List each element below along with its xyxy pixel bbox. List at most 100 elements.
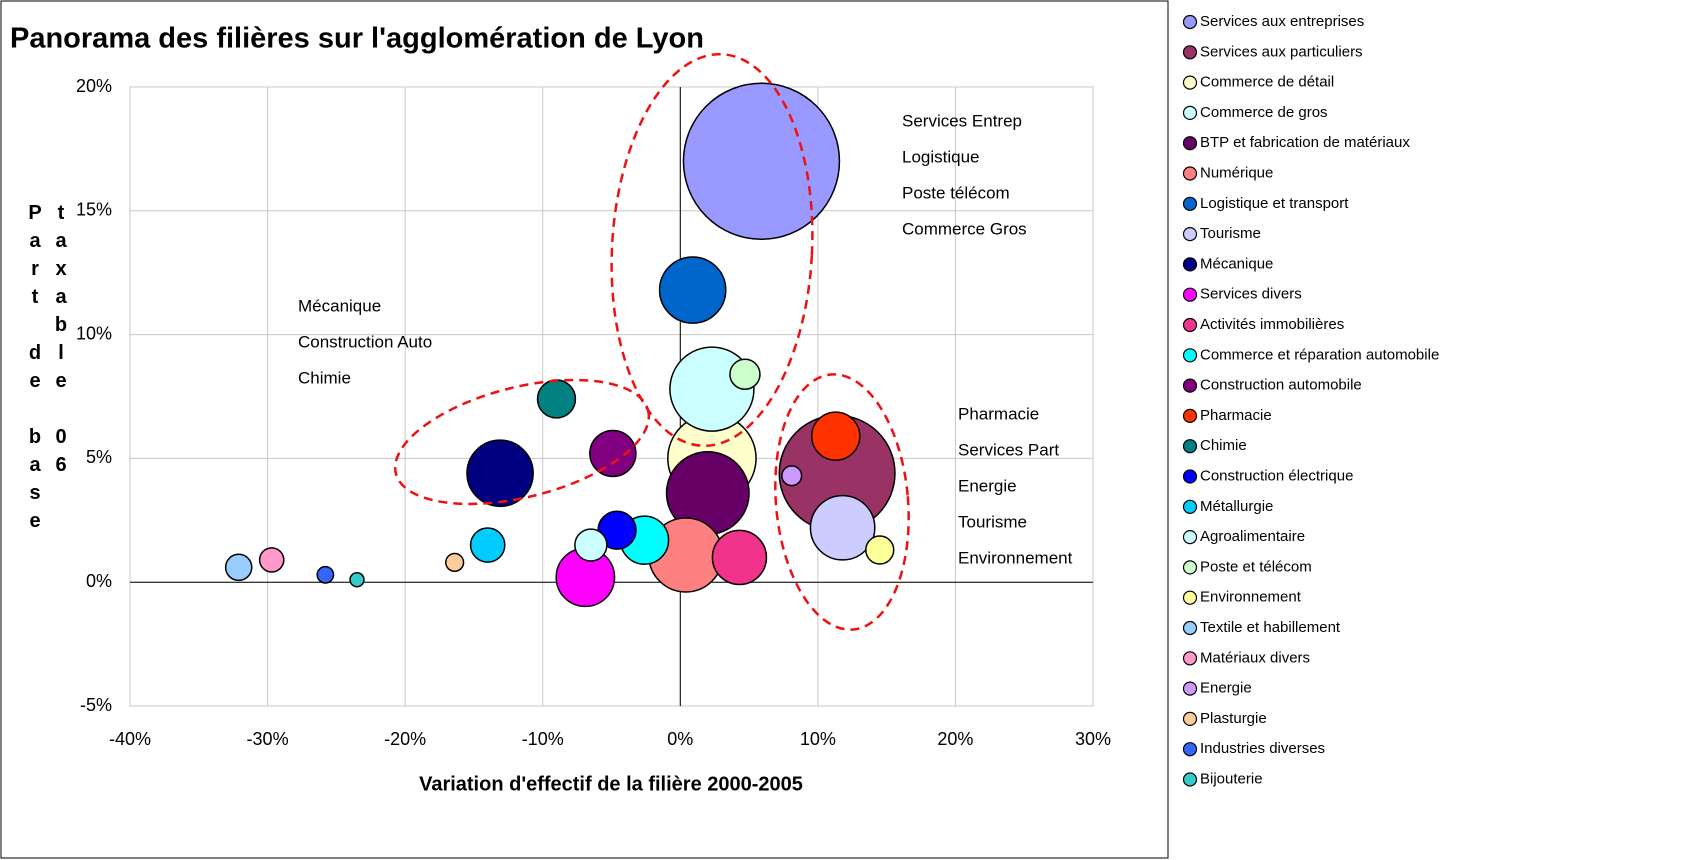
annotation: Logistique: [902, 147, 980, 166]
legend-swatch: [1182, 227, 1198, 242]
chart-border: [0, 0, 1169, 859]
legend-swatch: [1182, 620, 1198, 636]
annotation: Pharmacie: [958, 404, 1039, 423]
x-tick-label: 30%: [1075, 729, 1111, 749]
legend-label: Mécanique: [1200, 255, 1273, 272]
annotation: Services Part: [958, 440, 1059, 459]
legend-swatch: [1182, 772, 1198, 787]
legend-swatch: [1182, 348, 1198, 363]
annotation: Chimie: [298, 368, 351, 387]
bubble: [469, 527, 506, 563]
plot-border: [129, 86, 1094, 707]
legend-swatch: [1182, 590, 1198, 605]
x-tick-label: -20%: [384, 729, 426, 749]
legend-swatch: [1182, 196, 1198, 211]
legend-label: Textile et habillement: [1200, 619, 1341, 636]
legend-label: Commerce et réparation automobile: [1200, 346, 1439, 363]
legend-swatch: [1182, 317, 1198, 333]
legend-label: Matériaux divers: [1200, 649, 1310, 666]
x-tick-label: 0%: [667, 729, 693, 749]
legend-swatch: [1182, 560, 1198, 575]
bubble: [711, 529, 768, 586]
legend-swatch: [1182, 499, 1198, 514]
legend-swatch: [1182, 711, 1198, 727]
legend-swatch: [1182, 45, 1198, 60]
legend-label: Environnement: [1200, 589, 1302, 606]
legend-label: Construction automobile: [1200, 377, 1362, 394]
bubble: [466, 439, 534, 508]
legend-label: Services aux entreprises: [1200, 13, 1364, 30]
grid: -40% -30% -20% -10% 0% 10% 20% 30% -5% 0% 5% 10% 15%…: [76, 76, 1111, 749]
x-tick-label: -10%: [522, 729, 564, 749]
legend-label: Industries diverses: [1200, 740, 1325, 757]
legend-swatch: [1182, 651, 1198, 666]
y-tick-label: -5%: [80, 695, 112, 715]
legend-label: Commerce de détail: [1200, 74, 1334, 91]
legend-label: Agroalimentaire: [1200, 528, 1305, 545]
annotation: Services Entrep: [902, 111, 1022, 130]
x-tick-label: 20%: [937, 729, 973, 749]
y-tick-label: 15%: [76, 200, 112, 220]
legend-label: Activités immobilières: [1200, 316, 1344, 333]
bubble: [258, 547, 285, 573]
bubble: [658, 256, 727, 324]
annotation: Commerce Gros: [902, 219, 1027, 238]
legend-label: Services divers: [1200, 286, 1302, 303]
legend-swatch: [1182, 105, 1198, 121]
bubble: [316, 565, 335, 584]
annotation: Poste télécom: [902, 183, 1010, 202]
group-ellipse: [774, 373, 910, 631]
annotations: Services Entrep Logistique Poste télécom Co…: [298, 111, 1073, 567]
bubble: [589, 429, 637, 478]
legend-swatch: [1182, 439, 1198, 454]
y-tick-label: 20%: [76, 76, 112, 96]
bubble: [809, 494, 876, 561]
legend-label: Tourisme: [1200, 225, 1261, 242]
group-ellipse: [393, 378, 651, 506]
legend-label: Numérique: [1200, 164, 1273, 181]
y-tick-label: 10%: [76, 323, 112, 343]
x-tick-label: -30%: [247, 729, 289, 749]
legend-label: Métallurgie: [1200, 498, 1273, 515]
legend-swatch: [1182, 136, 1198, 151]
legend-swatch: [1182, 257, 1198, 272]
bubble: [536, 379, 577, 419]
annotation: Environnement: [958, 548, 1073, 567]
legend-label: Logistique et transport: [1200, 195, 1349, 212]
legend-swatch: [1182, 469, 1198, 484]
legend-swatch: [1182, 529, 1198, 545]
group-ellipse: [610, 52, 814, 448]
annotation: Construction Auto: [298, 332, 432, 351]
bubble: [781, 465, 803, 487]
legend-swatch: [1182, 166, 1198, 181]
annotation: Mécanique: [298, 296, 381, 315]
y-tick-label: 0%: [86, 571, 112, 591]
bubbles: [224, 82, 896, 608]
legend-swatch: [1182, 378, 1198, 393]
legend-swatch: [1182, 742, 1198, 757]
legend-label: Plasturgie: [1200, 710, 1267, 727]
x-axis-label: Variation d'effectif de la filière 2000-…: [419, 773, 803, 795]
legend-swatch: [1182, 408, 1198, 423]
bubble: [682, 82, 841, 241]
legend-label: Construction électrique: [1200, 467, 1353, 484]
bubble: [865, 535, 895, 565]
legend-label: Commerce de gros: [1200, 104, 1328, 121]
bubble: [729, 358, 761, 390]
legend-label: Services aux particuliers: [1200, 43, 1363, 60]
legend: Services aux entreprises Services aux par…: [1182, 13, 1439, 787]
bubble: [574, 528, 608, 562]
legend-swatch: [1182, 14, 1198, 30]
legend-label: BTP et fabrication de matériaux: [1200, 134, 1410, 151]
annotation: Energie: [958, 476, 1017, 495]
y-axis-label: Part de base taxable 06: [24, 202, 72, 538]
legend-label: Poste et télécom: [1200, 558, 1312, 575]
legend-swatch: [1182, 75, 1198, 90]
legend-swatch: [1182, 681, 1198, 696]
legend-swatch: [1182, 287, 1198, 302]
bubble: [810, 411, 861, 461]
legend-label: Chimie: [1200, 437, 1247, 454]
legend-label: Energie: [1200, 680, 1252, 697]
